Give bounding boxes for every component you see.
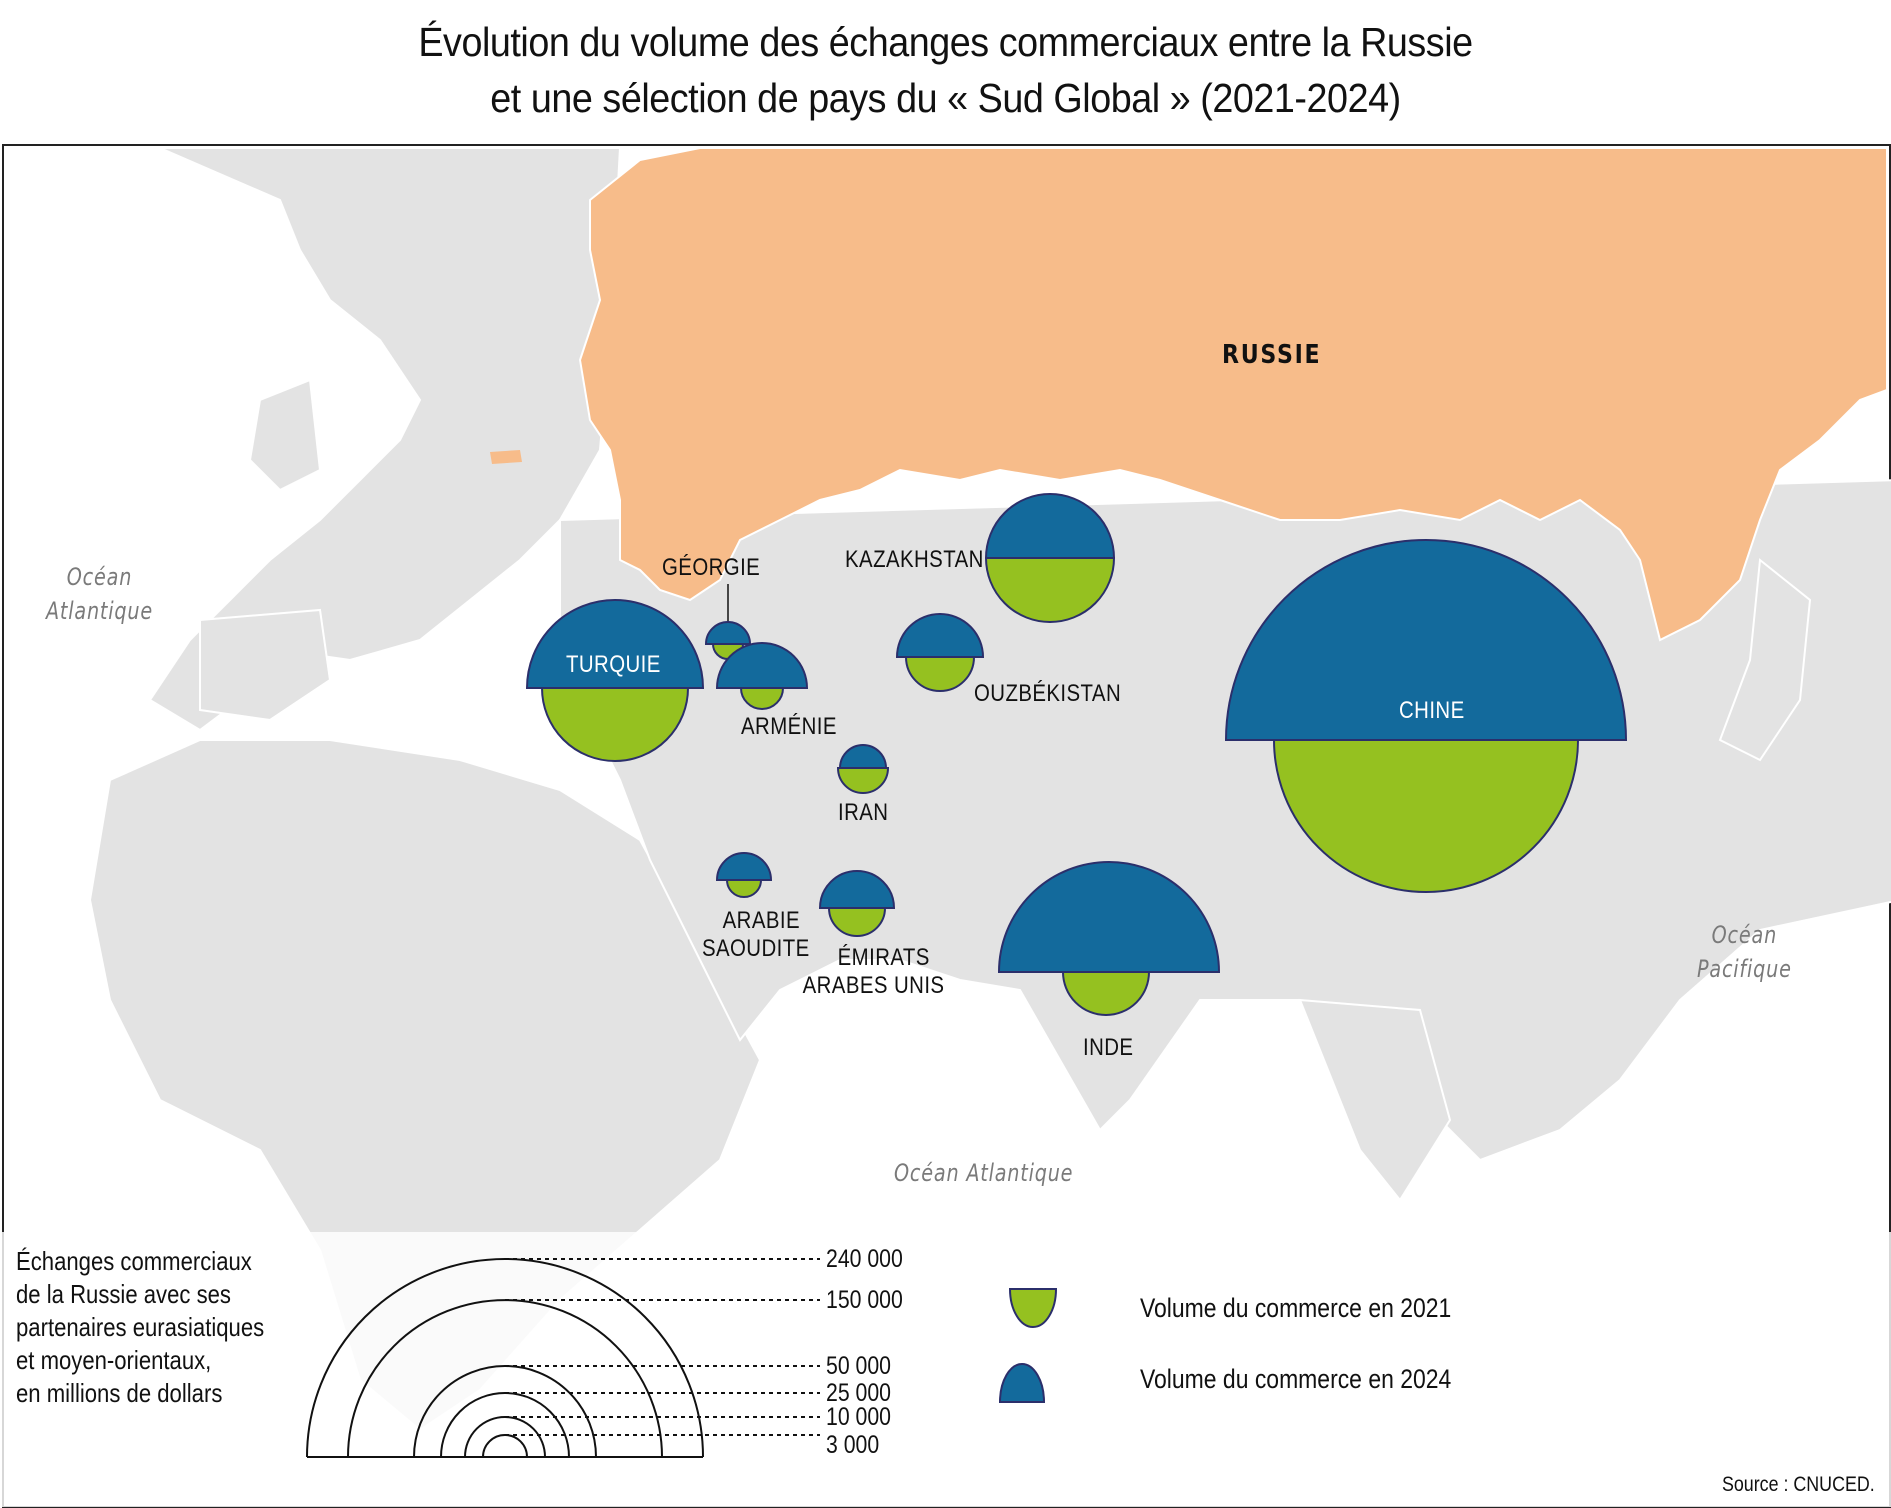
armenia-2024 xyxy=(715,642,809,689)
iran-2024 xyxy=(838,744,888,769)
symbol-turkey xyxy=(525,599,705,762)
saudi-2021 xyxy=(725,879,763,898)
country-label-iran: IRAN xyxy=(838,799,889,826)
symbol-india xyxy=(997,861,1221,1016)
scale-value-3000: 3 000 xyxy=(826,1431,880,1459)
ocean-label-atlantic-south: Océan Atlantique xyxy=(894,1159,1074,1187)
turkey-2024 xyxy=(525,599,705,689)
symbol-kazakhstan xyxy=(984,493,1116,623)
iberia-land xyxy=(199,608,332,722)
country-label-india: INDE xyxy=(1083,1034,1134,1061)
india-2021 xyxy=(1061,971,1151,1016)
symbol-armenia xyxy=(715,642,809,710)
uae-2021 xyxy=(827,907,887,937)
kaliningrad-territory xyxy=(490,450,522,464)
symbol-uzbekistan xyxy=(895,613,985,692)
kazakhstan-2024 xyxy=(984,493,1116,559)
india-2024 xyxy=(997,861,1221,973)
country-label-uae: ÉMIRATS ARABES UNIS xyxy=(802,944,945,999)
country-label-china: CHINE xyxy=(1399,697,1465,724)
symbol-china xyxy=(1224,539,1628,893)
ocean-label-atlantic-west: Océan Atlantique xyxy=(46,563,153,625)
kazakhstan-2021 xyxy=(984,557,1116,623)
china-2024 xyxy=(1224,539,1628,741)
title-line-1: Évolution du volume des échanges commerc… xyxy=(418,19,1473,65)
uzbekistan-2021 xyxy=(904,656,976,692)
russia-territory xyxy=(578,147,1888,642)
country-label-kazakhstan: KAZAKHSTAN xyxy=(845,546,984,573)
indochina-land xyxy=(1298,998,1452,1202)
georgia-2024 xyxy=(704,621,752,645)
source-note: Source : CNUCED. xyxy=(1722,1473,1875,1496)
title-line-2: et une sélection de pays du « Sud Global… xyxy=(490,75,1401,121)
armenia-2021 xyxy=(739,687,785,710)
legend-item-2021: Volume du commerce en 2021 xyxy=(1140,1293,1452,1323)
scale-value-240000: 240 000 xyxy=(826,1245,903,1273)
uk-land xyxy=(248,378,322,492)
uae-2024 xyxy=(818,870,896,909)
turkey-2021 xyxy=(540,687,690,762)
symbol-iran xyxy=(836,744,890,794)
country-label-turkey: TURQUIE xyxy=(566,651,661,678)
scale-value-150000: 150 000 xyxy=(826,1286,903,1314)
symbol-uae xyxy=(818,870,896,937)
legend-item-2024: Volume du commerce en 2024 xyxy=(1140,1364,1452,1394)
legend-panel xyxy=(0,1232,1891,1507)
russia-label: RUSSIE xyxy=(1222,340,1322,370)
iran-2021 xyxy=(836,767,890,794)
ocean-label-pacific: Océan Pacifique xyxy=(1697,921,1792,983)
country-label-armenia: ARMÉNIE xyxy=(741,713,837,740)
scale-value-10000: 10 000 xyxy=(826,1403,891,1431)
country-label-georgia: GÉORGIE xyxy=(662,554,761,581)
country-label-saudi-arabia: ARABIE SAOUDITE xyxy=(701,907,810,962)
china-2021 xyxy=(1272,739,1580,893)
map-title: Évolution du volume des échanges commerc… xyxy=(76,14,1816,126)
scale-value-50000: 50 000 xyxy=(826,1352,891,1380)
japan-land xyxy=(1718,558,1812,762)
symbol-saudi-arabia xyxy=(715,852,773,898)
country-label-uzbekistan: OUZBÉKISTAN xyxy=(974,680,1122,707)
uzbekistan-2024 xyxy=(895,613,985,658)
saudi-2024 xyxy=(715,852,773,881)
legend-title: Échanges commerciaux de la Russie avec s… xyxy=(16,1246,265,1408)
scale-value-25000: 25 000 xyxy=(826,1379,891,1407)
